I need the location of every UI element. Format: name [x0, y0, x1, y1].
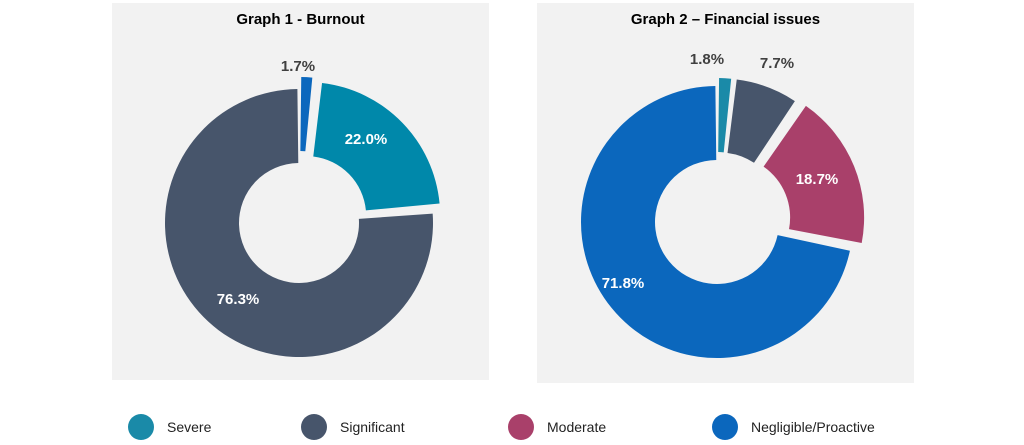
legend-label-severe: Severe	[167, 419, 212, 435]
legend-item-negligible: Negligible/Proactive	[712, 412, 875, 442]
donut-slice-severe	[718, 78, 732, 153]
burnout-chart-panel: Graph 1 - Burnout 1.7% 22.0% 76.3%	[112, 3, 489, 380]
legend-label-moderate: Moderate	[547, 419, 607, 435]
donut-slice-moderate	[313, 82, 440, 211]
legend-item-severe: Severe	[128, 412, 211, 442]
legend-item-significant: Significant	[301, 412, 405, 442]
financial-chart-panel: Graph 2 – Financial issues 1.8% 7.7% 18.7%…	[537, 3, 914, 383]
data-label-negligible-proactive: 71.8%	[602, 275, 645, 292]
legend-swatch-severe	[128, 414, 154, 440]
burnout-chart-title: Graph 1 - Burnout	[236, 11, 365, 28]
burnout-donut-chart: 1.7% 22.0% 76.3%	[164, 58, 440, 358]
donut-slice-severe	[300, 77, 313, 152]
donut-slice-negligible-proactive	[581, 86, 850, 358]
data-label-severe: 1.8%	[690, 51, 724, 68]
legend-swatch-moderate	[508, 414, 534, 440]
legend-label-significant: Significant	[340, 419, 405, 435]
donut-slice-significant	[727, 79, 795, 163]
chart-legend: Severe Significant Moderate Negligible/P…	[0, 412, 1024, 442]
legend-swatch-negligible	[712, 414, 738, 440]
donut-slice-significant	[164, 89, 433, 358]
legend-label-negligible: Negligible/Proactive	[751, 419, 875, 435]
legend-swatch-significant	[301, 414, 327, 440]
financial-donut-chart: 1.8% 7.7% 18.7% 71.8%	[581, 51, 865, 358]
financial-chart-title: Graph 2 – Financial issues	[630, 11, 821, 28]
data-label-moderate: 22.0%	[345, 131, 388, 148]
legend-item-moderate: Moderate	[508, 412, 606, 442]
data-label-significant: 7.7%	[760, 55, 794, 72]
data-label-severe: 1.7%	[281, 58, 315, 75]
data-label-moderate: 18.7%	[796, 171, 839, 188]
data-label-significant: 76.3%	[217, 291, 260, 308]
donut-slice-moderate	[763, 105, 865, 244]
